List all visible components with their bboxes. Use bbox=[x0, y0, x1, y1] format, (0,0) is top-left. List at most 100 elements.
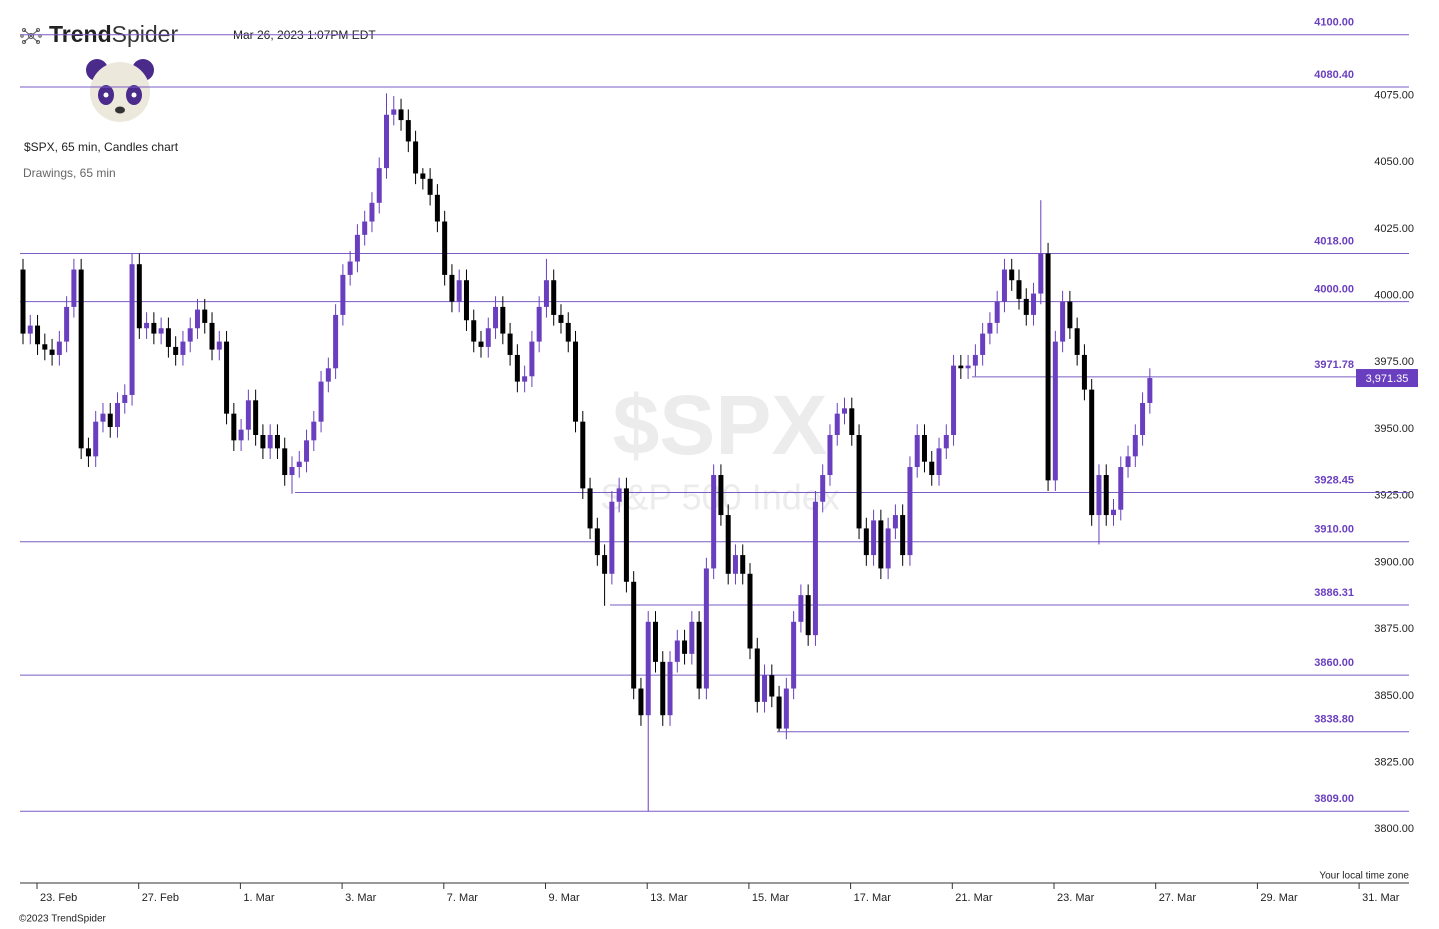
candle-body bbox=[202, 309, 208, 323]
candle-body bbox=[1081, 354, 1087, 390]
candle-body bbox=[958, 365, 964, 369]
y-tick-label: 3825.00 bbox=[1374, 756, 1414, 768]
chart-subtitle: Drawings, 65 min bbox=[23, 166, 116, 180]
candle-body bbox=[231, 413, 237, 441]
candle-body bbox=[987, 322, 993, 334]
candle-body bbox=[107, 413, 113, 427]
candle-body bbox=[674, 640, 680, 662]
panda-avatar bbox=[86, 59, 154, 122]
level-label: 3860.00 bbox=[1314, 657, 1354, 669]
y-tick-label: 3800.00 bbox=[1374, 823, 1414, 835]
candle-body bbox=[631, 581, 637, 689]
candle-body bbox=[224, 341, 230, 414]
candle-body bbox=[405, 120, 411, 142]
candle-body bbox=[580, 421, 586, 489]
x-tick-label: 7. Mar bbox=[447, 892, 479, 904]
candle-body bbox=[689, 621, 695, 654]
level-label: 4018.00 bbox=[1314, 235, 1354, 247]
candle-body bbox=[616, 488, 622, 502]
level-label: 3928.45 bbox=[1314, 474, 1354, 486]
candle-body bbox=[1045, 253, 1051, 481]
x-tick-label: 27. Mar bbox=[1159, 892, 1197, 904]
candle-body bbox=[1089, 389, 1095, 516]
candle-body bbox=[49, 349, 55, 355]
candle-body bbox=[340, 274, 346, 315]
candle-body bbox=[260, 435, 266, 449]
candle-body bbox=[660, 661, 666, 716]
candle-body bbox=[929, 461, 935, 476]
candle-body bbox=[398, 109, 404, 121]
candle-body bbox=[493, 306, 499, 329]
candle-body bbox=[194, 309, 200, 329]
level-label: 3886.31 bbox=[1314, 587, 1354, 599]
x-tick-label: 17. Mar bbox=[854, 892, 892, 904]
candle-body bbox=[1096, 475, 1102, 516]
candle-body bbox=[871, 520, 877, 556]
candle-body bbox=[602, 555, 608, 574]
candle-body bbox=[296, 461, 302, 468]
candle-body bbox=[449, 274, 455, 302]
candle-body bbox=[413, 141, 419, 174]
candle-body bbox=[667, 661, 673, 716]
level-label: 4100.00 bbox=[1314, 17, 1354, 29]
candle-body bbox=[1140, 402, 1146, 435]
candle-body bbox=[238, 429, 244, 441]
brand-bold: Trend bbox=[49, 21, 112, 47]
candle-body bbox=[173, 346, 179, 355]
brand: TrendSpider bbox=[49, 21, 178, 47]
candle-body bbox=[427, 178, 433, 195]
candle-body bbox=[245, 400, 251, 430]
y-tick-label: 4050.00 bbox=[1374, 156, 1414, 168]
candle-body bbox=[384, 114, 389, 169]
brand-light: Spider bbox=[112, 21, 179, 47]
candle-body bbox=[129, 264, 135, 395]
candle-body bbox=[791, 621, 797, 689]
candle-body bbox=[1001, 269, 1007, 302]
candle-body bbox=[136, 264, 142, 329]
candle-body bbox=[645, 621, 651, 716]
candle-body bbox=[1147, 378, 1153, 403]
x-tick-label: 21. Mar bbox=[955, 892, 993, 904]
x-tick-label: 29. Mar bbox=[1260, 892, 1298, 904]
candle-body bbox=[696, 621, 702, 689]
y-tick-label: 4025.00 bbox=[1374, 223, 1414, 235]
candle-body bbox=[1132, 435, 1138, 457]
candle-body bbox=[994, 301, 1000, 323]
candle-body bbox=[1111, 509, 1116, 516]
candle-body bbox=[652, 621, 658, 662]
last-price-label: 3,971.35 bbox=[1366, 373, 1409, 385]
candle-body bbox=[500, 306, 506, 334]
candle-body bbox=[253, 400, 259, 435]
candle-body bbox=[1067, 301, 1073, 329]
candle-body bbox=[754, 648, 760, 702]
candle-body bbox=[522, 376, 528, 382]
candle-body bbox=[289, 467, 295, 476]
candle-body bbox=[1125, 456, 1131, 468]
candle-body bbox=[56, 341, 62, 355]
y-tick-label: 3900.00 bbox=[1374, 556, 1414, 568]
candle-body bbox=[783, 688, 789, 729]
candle-body bbox=[318, 381, 324, 422]
level-label: 4080.40 bbox=[1314, 69, 1354, 81]
candle-body bbox=[354, 234, 360, 262]
candle-body bbox=[900, 515, 906, 556]
candle-body bbox=[849, 408, 855, 435]
candle-body bbox=[543, 280, 549, 307]
candle-body bbox=[573, 341, 579, 422]
chart-title: $SPX, 65 min, Candles chart bbox=[24, 140, 179, 154]
candle-body bbox=[442, 221, 448, 275]
candle-body bbox=[187, 328, 193, 342]
candle-body bbox=[762, 675, 768, 702]
candle-body bbox=[594, 528, 600, 556]
candle-body bbox=[267, 435, 273, 449]
candle-body bbox=[42, 344, 48, 350]
candle-body bbox=[478, 341, 484, 347]
candle-body bbox=[769, 675, 775, 697]
candle-body bbox=[703, 568, 709, 689]
candle-body bbox=[304, 440, 310, 462]
candle-body bbox=[682, 640, 688, 654]
candle-body bbox=[434, 194, 440, 222]
candle-body bbox=[311, 421, 317, 441]
candle-body bbox=[732, 555, 738, 574]
